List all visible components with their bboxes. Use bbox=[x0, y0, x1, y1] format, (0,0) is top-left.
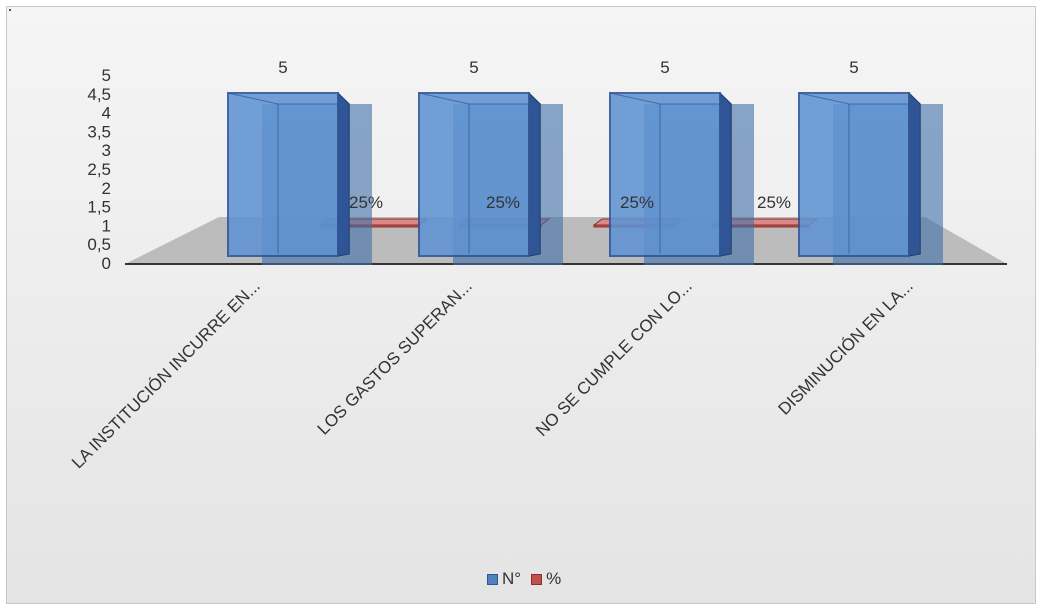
bar-value-label: 5 bbox=[660, 58, 669, 77]
bar-edge bbox=[418, 92, 470, 105]
y-tick-label: 2,5 bbox=[87, 160, 111, 179]
y-tick-label: 2 bbox=[102, 179, 111, 198]
legend-label-n: N° bbox=[502, 569, 522, 588]
chart-plot: 00,511,522,533,544,55 5 5 5 525% 25% 25% 25%LA … bbox=[68, 58, 1007, 472]
x-category-label: LOS GASTOS SUPERAN... bbox=[314, 276, 476, 438]
bar-n bbox=[227, 91, 372, 265]
bar-front bbox=[227, 92, 339, 257]
y-tick-label: 0 bbox=[102, 254, 111, 273]
y-tick-label: 0,5 bbox=[87, 235, 111, 254]
bar-front bbox=[609, 92, 721, 257]
bar-n bbox=[798, 91, 943, 265]
bar-side bbox=[908, 91, 921, 257]
x-category-label: DISMINUCIÓN EN LA... bbox=[774, 276, 916, 418]
bar-side bbox=[719, 91, 732, 257]
pct-value-label: 25% bbox=[757, 193, 791, 212]
bar-value-label: 5 bbox=[278, 58, 287, 77]
y-tick-label: 3 bbox=[102, 141, 111, 160]
chart-area: 0 0,5 1 1,5 2 2,5 3 3,5 4 4,5 5 5 5 5 5 25% 25% 25% 25% LA … bbox=[6, 6, 1036, 604]
bar-edge bbox=[798, 92, 850, 105]
bar-value-label: 5 bbox=[469, 58, 478, 77]
bar-n bbox=[418, 91, 563, 265]
corner-dot bbox=[9, 9, 11, 11]
bar-side bbox=[528, 91, 541, 257]
y-tick-label: 4 bbox=[102, 104, 111, 123]
x-category-label: NO SE CUMPLE CON LO... bbox=[532, 276, 696, 440]
bar-front bbox=[798, 92, 910, 257]
bar-side bbox=[337, 91, 350, 257]
legend-item-n: N° bbox=[487, 569, 521, 589]
pct-value-label: 25% bbox=[349, 193, 383, 212]
y-tick-label: 1,5 bbox=[87, 198, 111, 217]
x-category-label: LA INSTITUCIÓN INCURRE EN... bbox=[68, 276, 264, 472]
y-tick-label: 5 bbox=[102, 66, 111, 85]
bar-edge bbox=[609, 92, 661, 105]
legend-swatch-pct bbox=[531, 573, 543, 585]
legend-swatch-n bbox=[487, 573, 498, 585]
bar-edge bbox=[227, 92, 279, 105]
pct-value-label: 25% bbox=[620, 193, 654, 212]
y-tick-label: 1 bbox=[102, 216, 111, 235]
pct-value-label: 25% bbox=[486, 193, 520, 212]
legend-item-pct: % bbox=[531, 569, 561, 589]
bar-n bbox=[609, 91, 754, 265]
legend: N° % bbox=[487, 569, 561, 589]
y-tick-label: 3,5 bbox=[87, 122, 111, 141]
bar-value-label: 5 bbox=[849, 58, 858, 77]
y-tick-label: 4,5 bbox=[87, 85, 111, 104]
bar-front bbox=[418, 92, 530, 257]
legend-label-pct: % bbox=[546, 569, 562, 588]
